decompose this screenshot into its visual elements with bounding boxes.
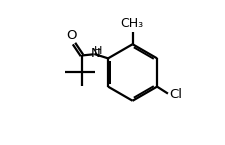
- Text: CH₃: CH₃: [120, 17, 143, 30]
- Text: N: N: [90, 47, 100, 60]
- Text: Cl: Cl: [168, 88, 181, 101]
- Text: H: H: [94, 46, 102, 56]
- Text: O: O: [66, 29, 76, 42]
